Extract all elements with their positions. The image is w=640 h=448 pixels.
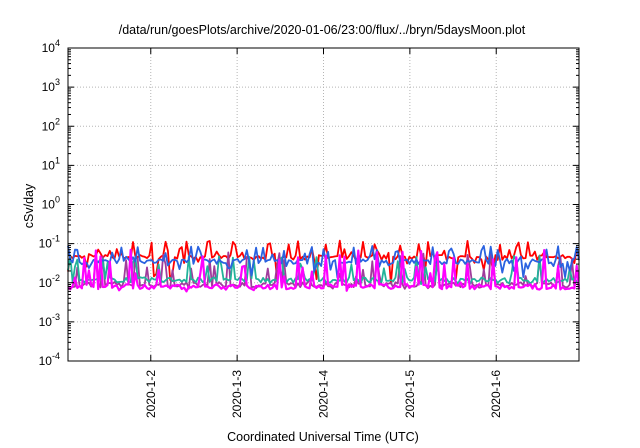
grid-lines [68, 48, 579, 361]
y-tick-label: 103 [42, 77, 60, 94]
y-tick-label: 104 [42, 38, 60, 55]
y-tick-label: 10-4 [39, 351, 60, 368]
y-axis-label: cSv/day [22, 183, 36, 228]
x-tick-label: 2020-1-5 [403, 370, 417, 418]
x-tick-label: 2020-1-2 [144, 370, 158, 418]
series-line [67, 248, 581, 293]
y-tick-label: 100 [42, 195, 60, 212]
y-tick-label: 10-1 [39, 234, 60, 251]
x-axis-label: Coordinated Universal Time (UTC) [227, 430, 419, 444]
series-group [67, 239, 581, 293]
y-tick-label: 10-3 [39, 312, 60, 329]
x-tick-label: 2020-1-6 [489, 370, 503, 418]
x-axis: 2020-1-2 2020-1-3 2020-1-4 2020-1-5 2020-1-6 [144, 48, 503, 418]
chart-title: /data/run/goesPlots/archive/2020-01-06/2… [119, 23, 526, 37]
y-tick-label: 10-2 [39, 273, 60, 290]
x-tick-label: 2020-1-3 [230, 370, 244, 418]
x-tick-label: 2020-1-4 [317, 370, 331, 418]
y-tick-label: 101 [42, 155, 60, 172]
y-tick-label: 102 [42, 116, 60, 133]
